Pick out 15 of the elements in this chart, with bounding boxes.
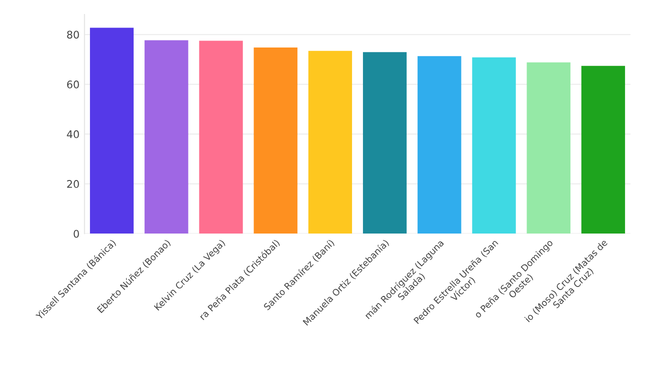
bar — [362, 52, 407, 234]
y-tick-label: 40 — [66, 130, 79, 138]
bar — [254, 47, 298, 234]
bar — [526, 62, 570, 234]
y-tick-label: 80 — [67, 30, 79, 39]
y-tick-label: 60 — [67, 80, 79, 88]
bar — [308, 50, 352, 234]
bar — [472, 57, 516, 234]
bar — [581, 66, 626, 234]
y-tick-label: 0 — [74, 230, 79, 238]
bar — [144, 40, 188, 234]
bar — [418, 56, 462, 234]
y-tick-label: 20 — [67, 180, 79, 188]
bar — [90, 28, 134, 234]
bar — [199, 40, 243, 234]
